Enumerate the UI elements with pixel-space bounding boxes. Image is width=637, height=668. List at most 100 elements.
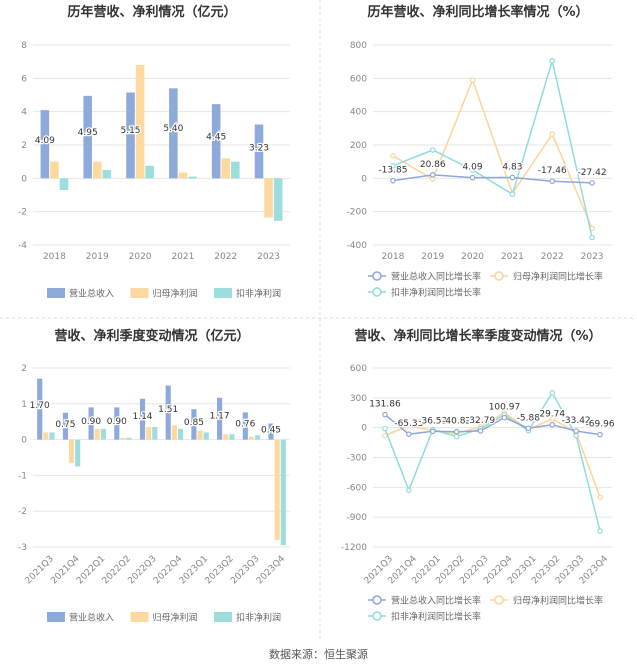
bar-net-profit — [68, 439, 75, 463]
quarterly-growth-rate-panel: 营收、净利同比增长率季度变动情况（%） -1200 -900 -600 -300 0 300… — [341, 328, 616, 623]
y-tick-label: -600 — [347, 483, 368, 493]
line-point — [429, 172, 436, 178]
line-series-net-profit-growth — [384, 411, 601, 498]
bar-net-profit — [221, 158, 231, 179]
x-tick-label: 2019 — [421, 252, 444, 262]
line-point — [429, 147, 436, 153]
bar-revenue — [88, 407, 94, 440]
line-point — [573, 428, 579, 434]
x-tick-label: 2020 — [129, 252, 152, 262]
y-tick-label: 0 — [361, 174, 367, 184]
data-label: 5.15 — [120, 126, 140, 136]
data-label: -69.96 — [586, 420, 615, 430]
data-label: 4.09 — [463, 163, 483, 173]
bar-revenue — [211, 104, 221, 179]
y-tick-label: -1 — [18, 471, 27, 481]
legend-swatch — [130, 612, 149, 622]
data-label: -40.82 — [442, 417, 471, 427]
legend-label: 归母净利润 — [153, 612, 198, 624]
x-tick-label: 2021 — [171, 252, 194, 262]
chart-title: 营收、净利同比增长率季度变动情况（%） — [354, 328, 601, 344]
bar-deducted-profit — [203, 432, 209, 440]
legend-swatch — [214, 288, 232, 298]
y-tick-label: -200 — [347, 208, 368, 218]
line-point — [589, 180, 595, 186]
bar-net-profit — [197, 430, 203, 440]
line-point — [469, 77, 476, 83]
data-label: -65.33 — [394, 419, 423, 429]
bar-revenue — [40, 110, 50, 179]
legend-marker — [494, 595, 504, 605]
x-tick-label: 2022 — [214, 252, 237, 262]
quarterly-revenue-profit-panel: 营收、净利季度变动情况（亿元）-3-2-10122021Q32021Q42022… — [18, 328, 290, 624]
legend-label: 扣非净利润同比增长率 — [391, 287, 481, 299]
line-point — [406, 431, 412, 437]
line-point — [549, 415, 556, 422]
bar-deducted-profit — [49, 432, 55, 440]
legend-label: 归母净利润同比增长率 — [513, 271, 603, 283]
bar-deducted-profit — [255, 435, 261, 440]
data-label: 4.45 — [206, 133, 226, 143]
y-tick-label: -2 — [18, 208, 27, 218]
data-label: 4.83 — [502, 163, 522, 173]
legend-swatch — [130, 288, 149, 298]
line-series-revenue-growth — [384, 413, 601, 436]
legend-label: 营业总收入同比增长率 — [391, 595, 481, 607]
bar-net-profit — [274, 439, 280, 540]
x-tick-label: 2021 — [501, 252, 524, 262]
y-tick-label: 600 — [350, 74, 367, 84]
bar-revenue — [169, 88, 178, 179]
line-point — [429, 428, 436, 435]
legend-label: 归母净利润同比增长率 — [513, 595, 603, 607]
line-point — [406, 422, 412, 429]
bar-revenue — [217, 397, 223, 440]
line-point — [597, 528, 603, 534]
line-point — [573, 432, 579, 439]
line-point — [390, 177, 396, 184]
y-tick-label: 2 — [21, 364, 27, 374]
y-tick-label: 200 — [350, 141, 367, 151]
line-point — [549, 390, 556, 396]
bar-net-profit — [92, 161, 102, 179]
data-label: 29.74 — [539, 410, 565, 420]
chart-title: 营收、净利季度变动情况（亿元） — [54, 328, 249, 344]
bar-revenue — [62, 412, 68, 440]
y-tick-label: 2 — [21, 141, 27, 151]
data-label: 4.95 — [78, 128, 98, 138]
bar-revenue — [37, 378, 43, 440]
data-label: 1.70 — [30, 401, 50, 411]
y-tick-label: 300 — [350, 394, 367, 404]
bar-deducted-profit — [229, 434, 235, 440]
legend-label: 营业总收入 — [69, 288, 114, 300]
bar-revenue — [268, 423, 274, 440]
line-point — [390, 163, 396, 169]
line-point — [509, 191, 516, 197]
bar-revenue — [114, 407, 120, 440]
data-label: 100.97 — [489, 403, 521, 413]
bar-revenue — [139, 398, 146, 440]
line-point — [382, 411, 388, 418]
data-label: 0.76 — [235, 420, 255, 430]
bar-net-profit — [264, 178, 273, 218]
y-tick-label: -400 — [347, 241, 368, 251]
y-tick-label: -1200 — [341, 543, 367, 553]
x-tick-label: 2023 — [581, 252, 604, 262]
bar-revenue — [83, 95, 92, 179]
line-point — [549, 131, 556, 137]
line-point — [589, 234, 595, 241]
bar-deducted-profit — [59, 178, 69, 190]
annual-revenue-profit-panel: 历年营收、净利情况（亿元） -4 -2 0 2 4 6 8 2018 2019 2020 2021 20… — [18, 4, 290, 300]
legend-swatch — [47, 612, 65, 622]
line-point — [406, 487, 412, 494]
legend-marker — [372, 611, 382, 621]
legend-label: 营业总收入 — [69, 612, 114, 624]
line-point — [469, 167, 476, 173]
x-tick-label: 2023Q4 — [255, 554, 288, 587]
line-point — [477, 428, 484, 434]
data-label: 0.90 — [107, 417, 127, 427]
x-tick-label: 2023 — [257, 252, 280, 262]
bar-deducted-profit — [102, 170, 112, 179]
legend-label: 扣非净利润 — [236, 612, 281, 624]
line-point — [509, 174, 516, 181]
